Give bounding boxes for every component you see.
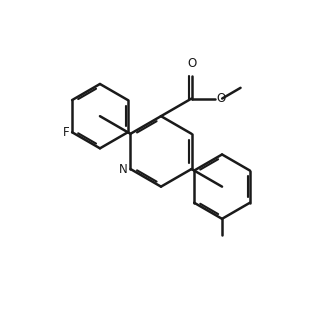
Text: N: N — [119, 163, 128, 176]
Text: F: F — [62, 126, 69, 139]
Text: O: O — [187, 57, 196, 70]
Text: O: O — [217, 92, 226, 105]
